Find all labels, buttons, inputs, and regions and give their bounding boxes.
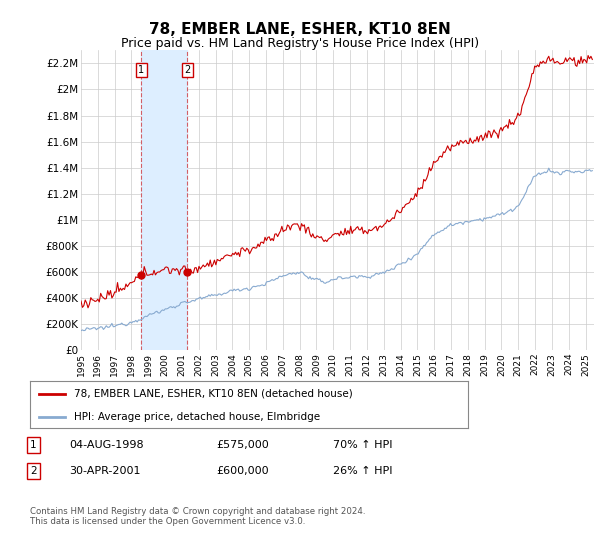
Text: 1: 1	[30, 440, 37, 450]
Text: 78, EMBER LANE, ESHER, KT10 8EN (detached house): 78, EMBER LANE, ESHER, KT10 8EN (detache…	[74, 389, 353, 399]
Text: Contains HM Land Registry data © Crown copyright and database right 2024.
This d: Contains HM Land Registry data © Crown c…	[30, 507, 365, 526]
Text: 70% ↑ HPI: 70% ↑ HPI	[333, 440, 392, 450]
Text: 2: 2	[184, 65, 191, 75]
Text: Price paid vs. HM Land Registry's House Price Index (HPI): Price paid vs. HM Land Registry's House …	[121, 37, 479, 50]
Text: 78, EMBER LANE, ESHER, KT10 8EN: 78, EMBER LANE, ESHER, KT10 8EN	[149, 22, 451, 38]
Text: 04-AUG-1998: 04-AUG-1998	[69, 440, 143, 450]
Text: 2: 2	[30, 466, 37, 476]
Text: £575,000: £575,000	[216, 440, 269, 450]
Text: 26% ↑ HPI: 26% ↑ HPI	[333, 466, 392, 476]
Text: HPI: Average price, detached house, Elmbridge: HPI: Average price, detached house, Elmb…	[74, 412, 320, 422]
Bar	[142, 50, 187, 350]
Text: 1: 1	[138, 65, 145, 75]
Text: 30-APR-2001: 30-APR-2001	[69, 466, 140, 476]
Text: £600,000: £600,000	[216, 466, 269, 476]
